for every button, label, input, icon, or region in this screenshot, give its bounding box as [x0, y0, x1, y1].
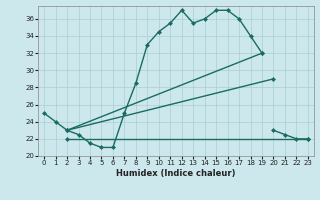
X-axis label: Humidex (Indice chaleur): Humidex (Indice chaleur) [116, 169, 236, 178]
